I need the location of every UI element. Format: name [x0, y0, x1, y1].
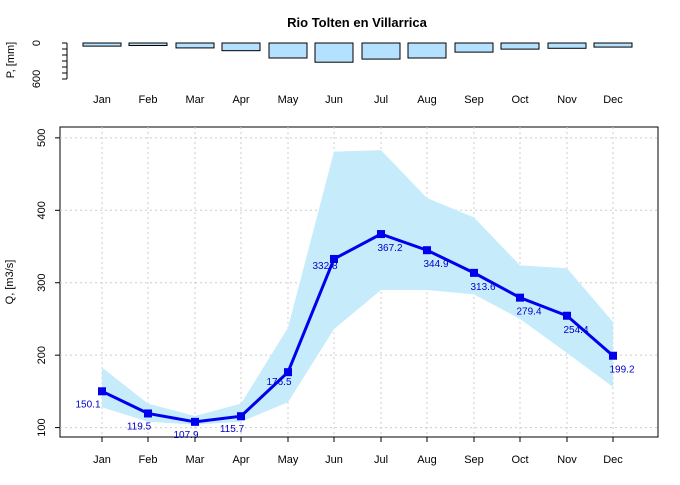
discharge-chart: 150.1 119.5 107.9 115.7 176.5 332.8 367.2 344.9… [4, 126, 659, 466]
discharge-y-axis: 100 200 300 400 500 [36, 129, 60, 437]
data-point-jan [98, 387, 106, 396]
precip-y-axis: 0 600 [31, 40, 68, 88]
precip-x-tick-label: Mar [186, 94, 205, 106]
data-point-mar [191, 417, 199, 426]
precip-bar-apr [221, 42, 261, 52]
precip-y-tick-label: 0 [31, 40, 43, 46]
data-label-may: 176.5 [266, 377, 291, 388]
precip-x-tick-label: Feb [139, 94, 158, 106]
discharge-x-axis: Jan Feb Mar Apr May Jun Jul Aug Sep Oct Nov Dec [93, 437, 623, 466]
precip-x-tick-label: Jan [93, 94, 111, 106]
data-point-feb [144, 409, 152, 418]
data-label-jun: 332.8 [312, 261, 337, 272]
data-point-may [284, 368, 292, 377]
data-label-feb: 119.5 [127, 421, 152, 432]
precip-x-tick-label: Apr [232, 94, 249, 106]
data-point-aug [423, 246, 431, 255]
discharge-x-tick-label: Jul [374, 454, 388, 466]
data-point-dec [609, 351, 617, 360]
data-label-apr: 115.7 [220, 424, 245, 435]
discharge-x-tick-label: Aug [417, 454, 437, 466]
data-point-jun [330, 254, 338, 263]
discharge-y-tick-label: 100 [36, 418, 48, 436]
discharge-y-tick-label: 200 [36, 346, 48, 364]
precip-x-tick-label: Jun [325, 94, 343, 106]
data-label-aug: 344.9 [423, 259, 448, 270]
data-point-sep [470, 268, 478, 277]
precip-bar-jul [361, 42, 401, 60]
precip-bar-may [268, 42, 308, 59]
discharge-x-tick-label: Jan [93, 454, 111, 466]
discharge-x-tick-label: Jun [325, 454, 343, 466]
precip-x-tick-label: Dec [603, 94, 623, 106]
precip-y-axis-label: P, [mm] [5, 42, 17, 78]
data-label-jan: 150.1 [75, 399, 100, 410]
discharge-x-tick-label: Dec [603, 454, 623, 466]
discharge-x-tick-label: Feb [139, 454, 158, 466]
discharge-x-tick-label: May [278, 454, 299, 466]
precip-bar-sep [454, 42, 494, 53]
discharge-series-line [101, 232, 614, 424]
precip-x-tick-label: May [278, 94, 299, 106]
discharge-y-tick-label: 500 [36, 129, 48, 147]
precip-x-tick-label: Jul [374, 94, 388, 106]
data-label-nov: 254.4 [563, 325, 588, 336]
data-label-oct: 279.4 [516, 307, 541, 318]
precip-x-axis: Jan Feb Mar Apr May Jun Jul Aug Sep Oct Nov Dec [93, 94, 623, 106]
discharge-y-tick-label: 400 [36, 201, 48, 219]
discharge-x-tick-label: Apr [232, 454, 249, 466]
discharge-y-axis-label: Q, [m3/s] [4, 260, 16, 305]
precip-bar-dec [593, 42, 633, 48]
data-label-mar: 107.9 [173, 430, 198, 441]
data-point-nov [563, 311, 571, 320]
precip-bar-jan [82, 42, 122, 47]
precip-bar-mar [175, 42, 215, 49]
discharge-value-labels: 150.1 119.5 107.9 115.7 176.5 332.8 367.2 344.9… [75, 243, 634, 441]
discharge-x-tick-label: Mar [186, 454, 205, 466]
discharge-x-tick-label: Oct [511, 454, 528, 466]
precip-x-tick-label: Nov [557, 94, 577, 106]
discharge-y-tick-label: 300 [36, 274, 48, 292]
precip-bar-feb [128, 42, 168, 47]
discharge-range-band [102, 150, 613, 425]
precip-bar-nov [547, 42, 587, 49]
data-point-jul [377, 230, 385, 239]
chart-title: Rio Tolten en Villarrica [287, 15, 427, 30]
discharge-plot-frame [59, 126, 659, 438]
data-label-sep: 313.6 [470, 282, 495, 293]
precip-x-tick-label: Sep [464, 94, 484, 106]
discharge-x-tick-label: Nov [557, 454, 577, 466]
discharge-x-tick-label: Sep [464, 454, 484, 466]
data-label-dec: 199.2 [609, 365, 634, 376]
precip-x-tick-label: Oct [511, 94, 528, 106]
precip-x-tick-label: Aug [417, 94, 437, 106]
precip-bar-aug [407, 42, 447, 59]
precipitation-chart: Rio Tolten en Villarrica P, [mm] 0 600 Ja… [5, 15, 633, 106]
discharge-points [98, 230, 617, 426]
precip-y-tick-label: 600 [31, 70, 43, 88]
data-point-oct [516, 293, 524, 302]
precip-bars [82, 42, 633, 63]
precip-bar-oct [500, 42, 540, 50]
precip-bar-jun [314, 42, 354, 63]
data-point-apr [237, 412, 245, 421]
data-label-jul: 367.2 [377, 243, 402, 254]
